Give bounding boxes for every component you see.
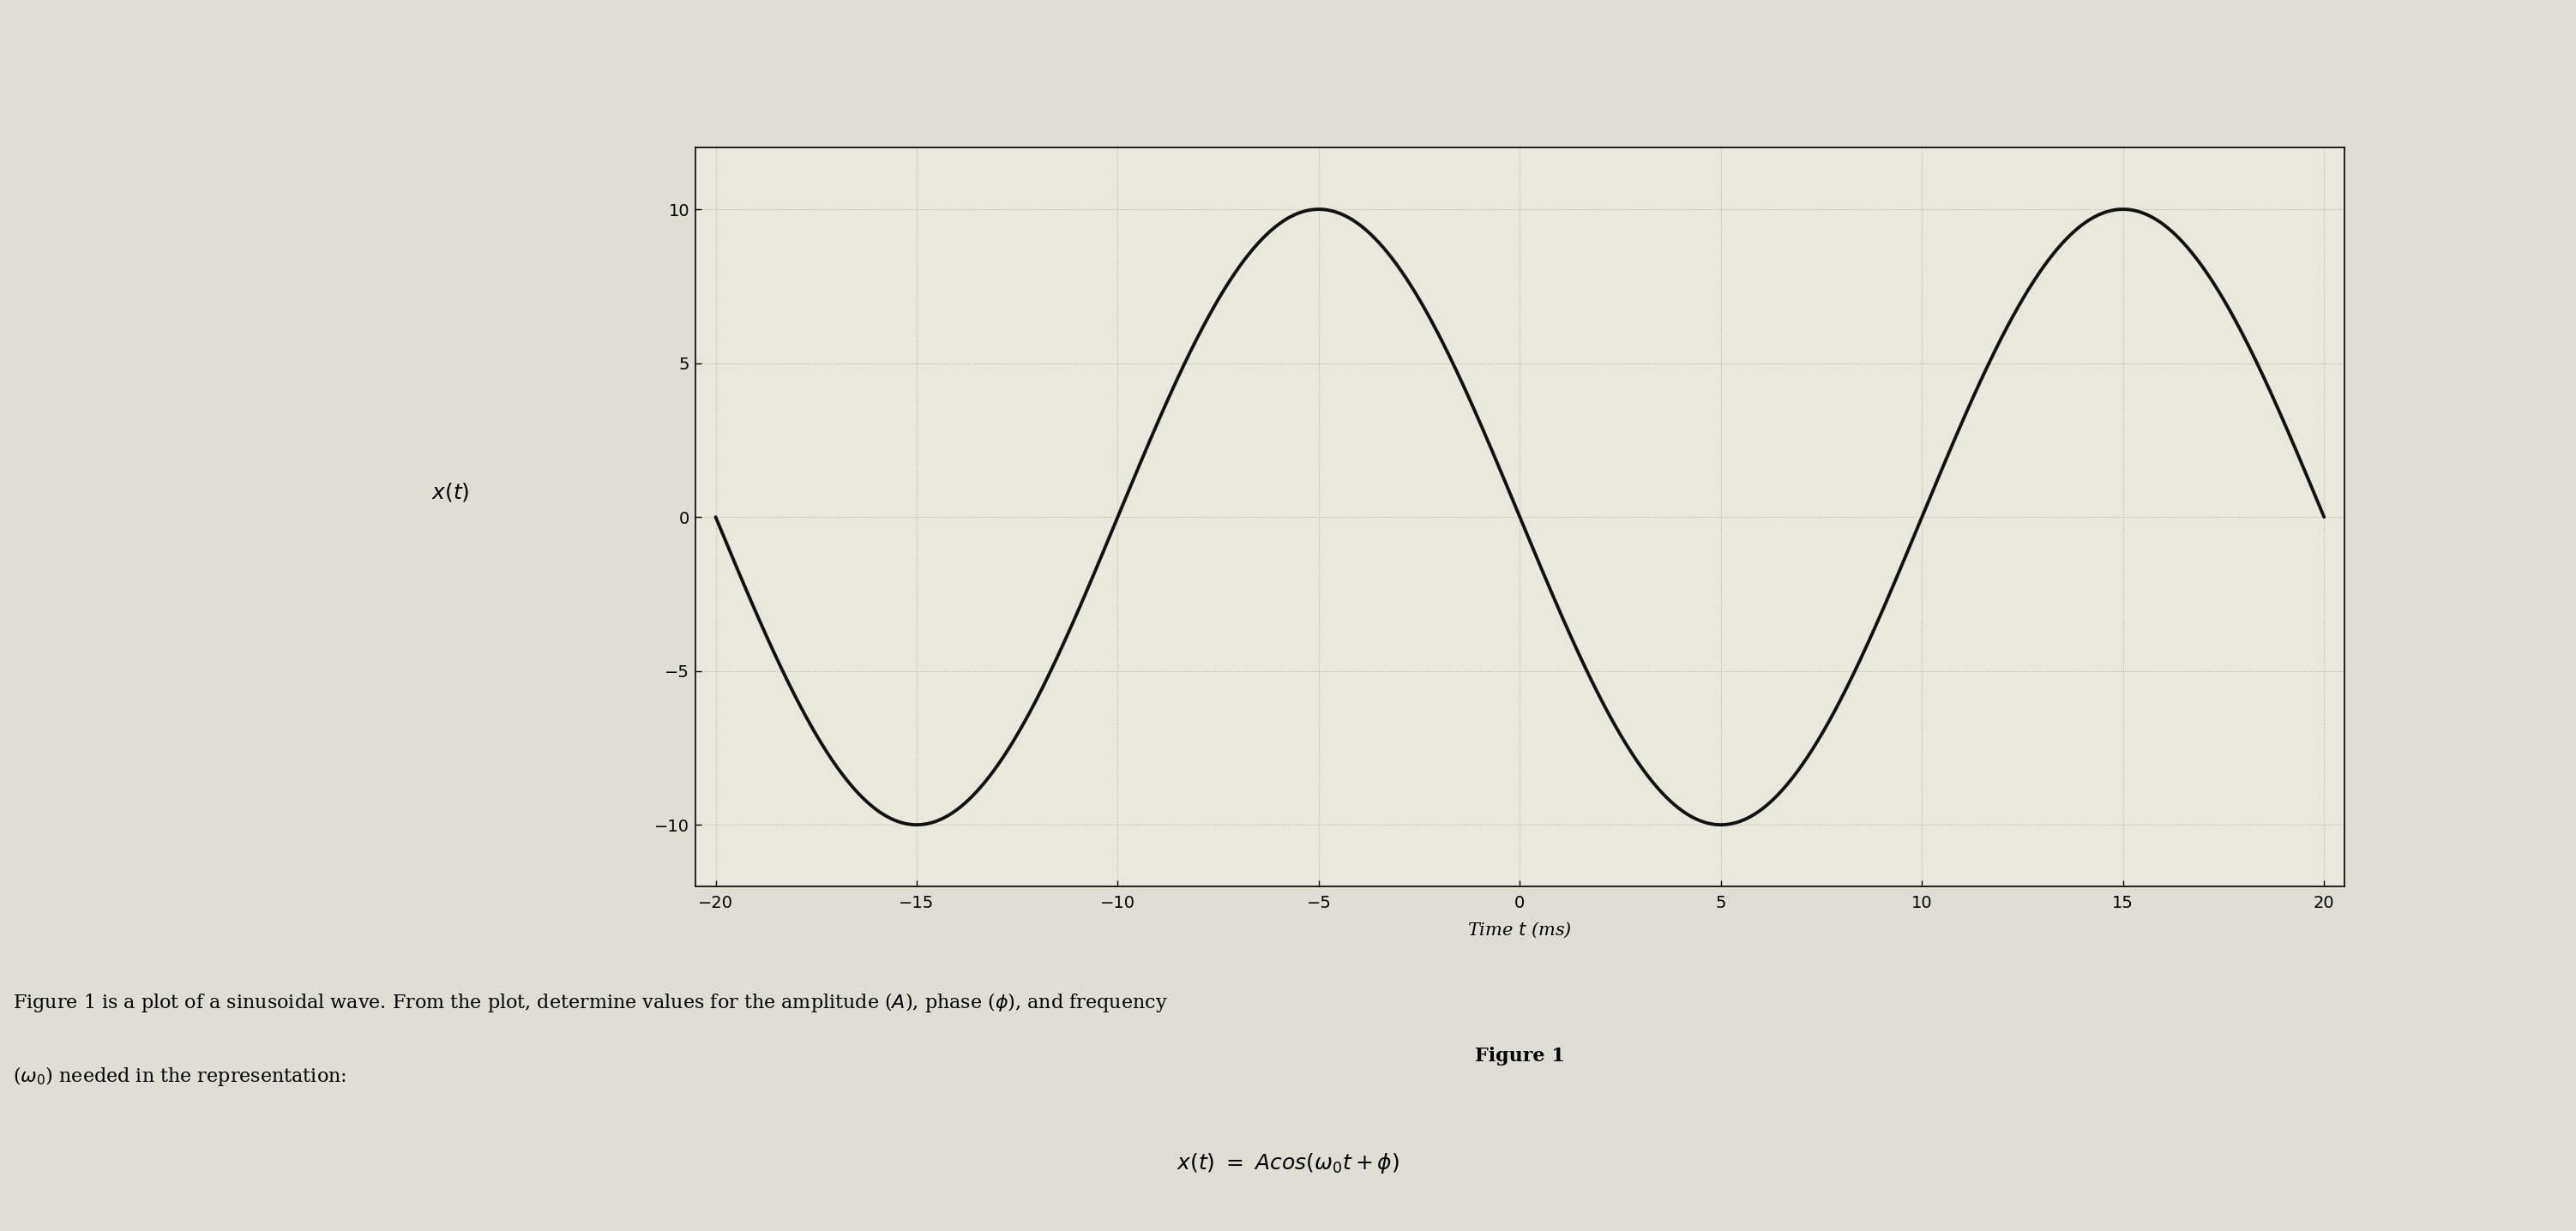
X-axis label: Time $t$ (ms): Time $t$ (ms)	[1468, 921, 1571, 939]
Text: Figure 1: Figure 1	[1476, 1046, 1564, 1065]
Text: ($\omega_0$) needed in the representation:: ($\omega_0$) needed in the representatio…	[13, 1065, 345, 1088]
Text: Figure 1 is a plot of a sinusoidal wave. From the plot, determine values for the: Figure 1 is a plot of a sinusoidal wave.…	[13, 991, 1167, 1014]
Text: $x(t) \ = \ Acos(\omega_0 t + \phi)$: $x(t) \ = \ Acos(\omega_0 t + \phi)$	[1177, 1151, 1399, 1174]
Text: $x(t)$: $x(t)$	[433, 481, 469, 503]
